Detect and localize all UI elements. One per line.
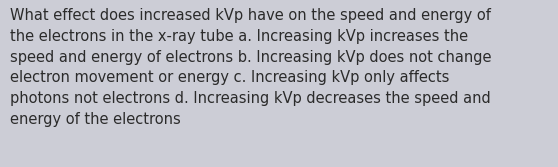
- Text: What effect does increased kVp have on the speed and energy of
the electrons in : What effect does increased kVp have on t…: [10, 8, 492, 127]
